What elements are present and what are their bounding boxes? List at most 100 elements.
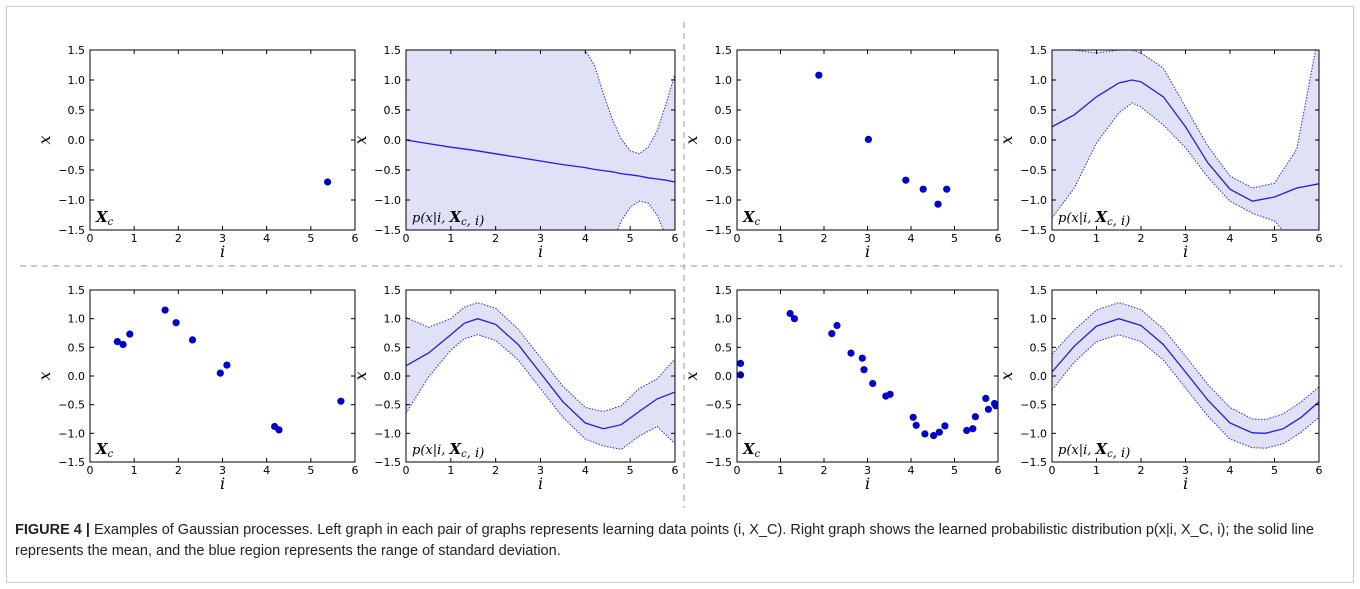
- y-tick-label: 1.5: [68, 284, 86, 297]
- y-tick-label: 1.0: [715, 74, 733, 87]
- data-point: [847, 349, 855, 357]
- data-point: [971, 413, 980, 421]
- chart-br-data: 0 1 2 3 4 5 6 1.5 1.0 0.5 0.0 −0.5 −1.0 −1.5 i x Xc: [682, 284, 1002, 493]
- chart-bl-data: 0 1 2 3 4 5 6 1.5 1.0 0.5 0.0 −0.5 −1.0 −1.5 i x Xc: [35, 284, 359, 493]
- lower-std-line: [1052, 102, 1283, 230]
- data-point: [982, 394, 990, 402]
- data-point: [984, 405, 993, 413]
- y-tick-label: −1.5: [705, 224, 732, 237]
- data-label: Xc: [742, 208, 761, 228]
- y-tick-label: 1.0: [68, 74, 86, 87]
- y-tick-label: 1.5: [715, 284, 733, 297]
- x-axis-label: i: [1183, 474, 1188, 493]
- x-tick-label: 2: [1138, 232, 1145, 245]
- x-tick-label: 3: [537, 464, 544, 477]
- plot-area-tl-data: [324, 178, 332, 186]
- x-tick-label: 6: [1316, 464, 1323, 477]
- mean-line: [1052, 318, 1319, 434]
- y-tick-label: −1.5: [58, 456, 85, 469]
- x-tick-label: 6: [352, 232, 359, 245]
- plot-area-bl-data: [113, 306, 345, 434]
- std-band: [1052, 50, 1319, 230]
- x-tick-label: 4: [263, 464, 270, 477]
- y-tick-label: 1.0: [1030, 74, 1048, 87]
- x-tick-label: 1: [131, 232, 138, 245]
- x-tick-label: 2: [175, 464, 182, 477]
- y-tick-label: 0.0: [384, 134, 402, 147]
- data-point: [909, 413, 917, 421]
- y-tick-label: 1.5: [715, 44, 733, 57]
- y-tick-label: 0.5: [384, 341, 402, 354]
- y-tick-label: 1.5: [1030, 44, 1048, 57]
- y-tick-label: 1.5: [1030, 284, 1048, 297]
- chart-tr-data: 0 1 2 3 4 5 6 1.5 1.0 0.5 0.0 −0.5 −1.0 −1.5 i x Xc: [682, 44, 1002, 261]
- data-point: [188, 336, 197, 344]
- y-tick-label: −0.5: [58, 164, 85, 177]
- y-tick-label: −0.5: [1020, 399, 1047, 412]
- x-tick-label: 2: [492, 232, 499, 245]
- chart-br-dist: 0 1 2 3 4 5 6 1.5 1.0 0.5 0.0 −0.5 −1.0 −1.5 i x p(x|i, …: [997, 284, 1323, 493]
- x-tick-label: 2: [175, 232, 182, 245]
- distribution-label: p(x|i, Xc, i): [412, 440, 484, 461]
- data-point: [941, 422, 949, 430]
- axes-frame: [89, 289, 356, 463]
- x-tick-label: 3: [864, 464, 871, 477]
- data-point: [969, 425, 977, 433]
- y-tick-label: 0.5: [68, 341, 86, 354]
- x-tick-label: 6: [672, 232, 679, 245]
- plot-area-bl-dist: [406, 302, 675, 450]
- data-point: [943, 185, 951, 193]
- x-tick-label: 4: [582, 464, 589, 477]
- mean-line: [1052, 79, 1319, 202]
- data-point: [833, 321, 841, 330]
- x-tick-label: 3: [219, 464, 226, 477]
- y-tick-label: 1.0: [715, 313, 733, 326]
- y-axis-label: x: [351, 371, 370, 380]
- data-point: [324, 178, 332, 186]
- y-axis-label: x: [351, 135, 370, 144]
- lower-std-line: [616, 200, 665, 230]
- x-tick-label: 5: [627, 232, 634, 245]
- x-tick-label: 1: [447, 232, 454, 245]
- y-tick-label: 0.5: [384, 104, 402, 117]
- data-point: [737, 359, 745, 367]
- x-tick-label: 1: [131, 464, 138, 477]
- y-tick-label: 0.5: [715, 341, 733, 354]
- x-axis-label: i: [220, 242, 225, 261]
- data-point: [935, 428, 943, 436]
- x-axis-label: i: [865, 242, 870, 261]
- axes-frame: [736, 289, 999, 463]
- data-point: [786, 309, 794, 318]
- y-tick-label: 0.5: [715, 104, 733, 117]
- x-tick-label: 3: [1182, 464, 1189, 477]
- y-tick-label: −0.5: [705, 399, 732, 412]
- x-tick-label: 6: [1316, 232, 1323, 245]
- y-tick-label: 0.0: [715, 134, 733, 147]
- y-tick-label: −1.0: [1020, 427, 1047, 440]
- x-tick-label: 5: [627, 464, 634, 477]
- std-band: [1052, 302, 1319, 449]
- data-point: [930, 432, 938, 440]
- distribution-label: p(x|i, Xc, i): [412, 208, 484, 229]
- y-tick-label: 1.5: [384, 44, 402, 57]
- data-point: [161, 306, 169, 314]
- x-tick-label: 0: [1049, 232, 1056, 245]
- data-point: [113, 338, 121, 346]
- upper-std-line: [1052, 302, 1319, 421]
- plot-area-br-data: [737, 309, 998, 440]
- data-point: [864, 135, 873, 143]
- y-tick-label: 1.0: [384, 313, 402, 326]
- data-point: [912, 421, 920, 429]
- data-point: [886, 390, 894, 398]
- plot-area-tl-dist: [406, 50, 675, 230]
- x-tick-label: 3: [864, 232, 871, 245]
- data-point: [337, 397, 345, 405]
- y-tick-label: 0.0: [384, 370, 402, 383]
- data-point: [223, 361, 231, 369]
- x-tick-label: 5: [1271, 232, 1278, 245]
- x-tick-label: 5: [951, 464, 958, 477]
- std-band: [406, 50, 675, 230]
- x-tick-label: 0: [1049, 464, 1056, 477]
- x-tick-label: 4: [908, 464, 915, 477]
